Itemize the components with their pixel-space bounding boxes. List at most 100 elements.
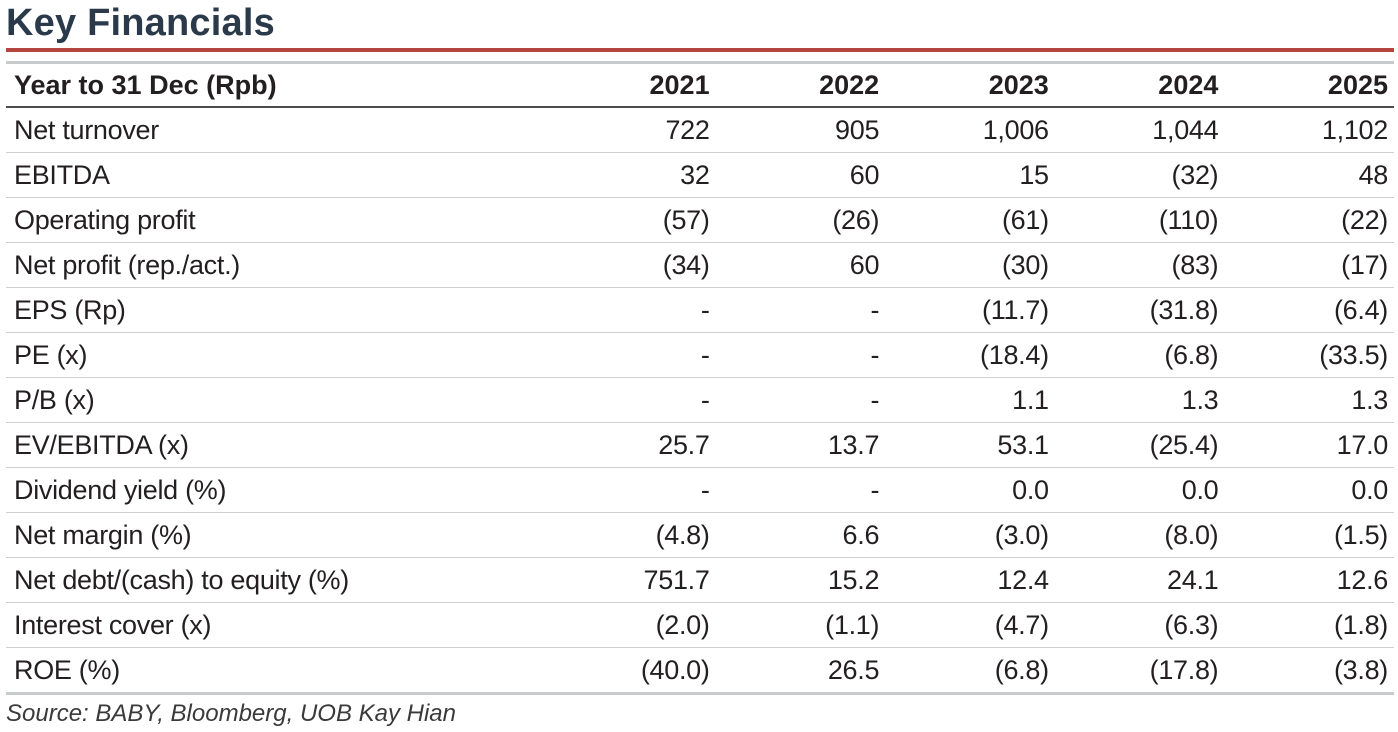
table-cell: 15.2 xyxy=(827,564,880,595)
table-row: Net turnover 722 905 1,006 1,044 1,102 xyxy=(6,107,1394,153)
table-cell: 1,006 xyxy=(982,114,1049,145)
row-label: ROE (%) xyxy=(14,654,120,685)
table-row: Net debt/(cash) to equity (%) 751.7 15.2 12… xyxy=(6,558,1394,603)
header-year: 2024 xyxy=(1158,69,1219,100)
table-row: ROE (%) (40.0) 26.5 (6.8) (17.8) (3.8) xyxy=(6,648,1394,694)
table-cell: 26.5 xyxy=(827,654,880,685)
table-cell: 0.0 xyxy=(1181,474,1219,505)
table-row: EV/EBITDA (x) 25.7 13.7 53.1 (25.4) 17.0 xyxy=(6,423,1394,468)
table-cell: (6.8) xyxy=(1164,339,1219,370)
row-label: Net turnover xyxy=(14,114,159,145)
table-cell: (30) xyxy=(1001,249,1049,280)
table-header-row: Year to 31 Dec (Rpb) 2021 2022 2023 2024… xyxy=(6,62,1394,107)
table-cell: 6.6 xyxy=(842,519,880,550)
row-label: P/B (x) xyxy=(14,384,95,415)
table-cell: - xyxy=(870,384,880,415)
row-label: Net debt/(cash) to equity (%) xyxy=(14,564,349,595)
table-cell: 1.3 xyxy=(1351,384,1388,415)
table-cell: - xyxy=(700,339,710,370)
table-row: EBITDA 32 60 15 (32) 48 xyxy=(6,153,1394,198)
table-cell: 25.7 xyxy=(658,429,710,460)
table-cell: (11.7) xyxy=(982,294,1049,325)
table-cell: (34) xyxy=(662,249,710,280)
table-cell: (4.8) xyxy=(655,519,710,550)
table-cell: (3.0) xyxy=(994,519,1049,550)
table-cell: - xyxy=(700,294,710,325)
table-cell: (17) xyxy=(1341,249,1388,280)
key-financials-table: Year to 31 Dec (Rpb) 2021 2022 2023 2024… xyxy=(6,61,1394,695)
table-row: Dividend yield (%) - - 0.0 0.0 0.0 xyxy=(6,468,1394,513)
table-cell: 722 xyxy=(665,114,710,145)
header-label: Year to 31 Dec (Rpb) xyxy=(14,69,277,100)
table-row: EPS (Rp) - - (11.7) (31.8) (6.4) xyxy=(6,288,1394,333)
table-cell: 15 xyxy=(1019,159,1049,190)
key-financials-table-container: Year to 31 Dec (Rpb) 2021 2022 2023 2024… xyxy=(6,61,1394,695)
row-label: Dividend yield (%) xyxy=(14,474,227,505)
table-cell: (17.8) xyxy=(1149,654,1219,685)
table-cell: (31.8) xyxy=(1149,294,1219,325)
table-cell: - xyxy=(870,339,880,370)
table-cell: 60 xyxy=(849,159,880,190)
row-label: EPS (Rp) xyxy=(14,294,126,325)
table-cell: 60 xyxy=(849,249,880,280)
table-cell: 751.7 xyxy=(643,564,710,595)
table-cell: (32) xyxy=(1171,159,1219,190)
table-cell: - xyxy=(870,474,880,505)
row-label: Operating profit xyxy=(14,204,196,235)
table-cell: 17.0 xyxy=(1336,429,1389,460)
table-cell: 48 xyxy=(1358,159,1389,190)
table-cell: 24.1 xyxy=(1167,564,1219,595)
table-cell: (18.4) xyxy=(980,339,1049,370)
table-cell: - xyxy=(700,384,710,415)
header-year: 2021 xyxy=(649,69,710,100)
title-divider xyxy=(6,48,1394,52)
table-cell: - xyxy=(870,294,880,325)
table-cell: 1,102 xyxy=(1321,114,1388,145)
table-cell: 12.4 xyxy=(997,564,1049,595)
table-cell: (6.3) xyxy=(1164,609,1219,640)
table-cell: (57) xyxy=(662,204,710,235)
table-row: Operating profit (57) (26) (61) (110) (22) xyxy=(6,198,1394,243)
table-row: Interest cover (x) (2.0) (1.1) (4.7) (6.3) (1… xyxy=(6,603,1394,648)
table-cell: (6.4) xyxy=(1333,294,1388,325)
table-cell: 905 xyxy=(835,114,880,145)
header-year: 2023 xyxy=(988,69,1049,100)
table-cell: (83) xyxy=(1171,249,1219,280)
table-row: PE (x) - - (18.4) (6.8) (33.5) xyxy=(6,333,1394,378)
row-label: EBITDA xyxy=(14,159,110,190)
row-label: Net profit (rep./act.) xyxy=(14,249,240,280)
table-cell: (1.5) xyxy=(1333,519,1388,550)
table-cell: (33.5) xyxy=(1319,339,1388,370)
header-year: 2022 xyxy=(819,69,880,100)
row-label: Net margin (%) xyxy=(14,519,192,550)
table-body: Net turnover 722 905 1,006 1,044 1,102 EBITDA 3… xyxy=(6,107,1394,694)
table-cell: (22) xyxy=(1341,204,1388,235)
source-note: Source: BABY, Bloomberg, UOB Kay Hian xyxy=(6,700,456,727)
table-cell: (40.0) xyxy=(640,654,710,685)
table-cell: 0.0 xyxy=(1012,474,1049,505)
table-cell: (61) xyxy=(1001,204,1049,235)
table-cell: (25.4) xyxy=(1149,429,1219,460)
table-cell: 12.6 xyxy=(1336,564,1389,595)
table-cell: 53.1 xyxy=(997,429,1049,460)
table-row: P/B (x) - - 1.1 1.3 1.3 xyxy=(6,378,1394,423)
table-cell: (110) xyxy=(1158,204,1219,235)
table-cell: 13.7 xyxy=(827,429,880,460)
row-label: EV/EBITDA (x) xyxy=(14,429,189,460)
table-cell: (26) xyxy=(832,204,880,235)
table-row: Net profit (rep./act.) (34) 60 (30) (83) (17) xyxy=(6,243,1394,288)
page-title: Key Financials xyxy=(6,2,275,44)
table-cell: (4.7) xyxy=(994,609,1049,640)
header-year: 2025 xyxy=(1327,69,1388,100)
table-cell: 0.0 xyxy=(1351,474,1388,505)
table-cell: 1.3 xyxy=(1181,384,1219,415)
table-cell: (1.8) xyxy=(1333,609,1388,640)
row-label: Interest cover (x) xyxy=(14,609,212,640)
row-label: PE (x) xyxy=(14,339,88,370)
table-row: Net margin (%) (4.8) 6.6 (3.0) (8.0) (1.5) xyxy=(6,513,1394,558)
table-cell: 32 xyxy=(680,159,710,190)
table-cell: (8.0) xyxy=(1164,519,1219,550)
table-cell: (6.8) xyxy=(994,654,1049,685)
table-cell: 1,044 xyxy=(1152,114,1219,145)
table-cell: (3.8) xyxy=(1333,654,1388,685)
